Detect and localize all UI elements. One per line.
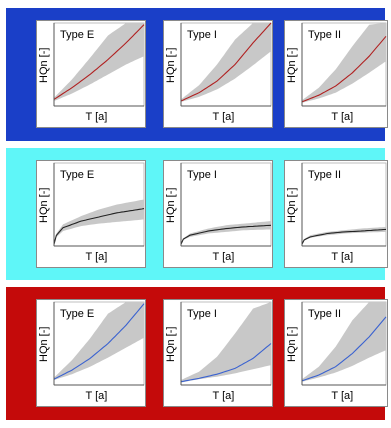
- panel-plot: [301, 162, 387, 247]
- y-axis-label: HQn [-]: [38, 187, 50, 223]
- figure-band-2: Type E HQn [-] T [a] Type I HQn [-] T [a] Type…: [6, 148, 388, 280]
- chart-panel: Type I HQn [-] T [a]: [163, 299, 273, 407]
- panel-title: Type II: [308, 169, 342, 181]
- series-line: [53, 303, 145, 380]
- y-axis-label: HQn [-]: [286, 326, 298, 362]
- uncertainty-band: [181, 23, 271, 102]
- chart-panel: Type I HQn [-] T [a]: [163, 160, 273, 268]
- chart-panel: Type I HQn [-] T [a]: [163, 20, 273, 128]
- x-axis-label: T [a]: [331, 390, 354, 402]
- x-axis-label: T [a]: [212, 111, 235, 123]
- series-line: [301, 35, 387, 103]
- y-axis-label: HQn [-]: [286, 47, 298, 83]
- uncertainty-band: [302, 23, 386, 103]
- series-line: [180, 22, 272, 102]
- x-axis-label: T [a]: [331, 111, 354, 123]
- x-axis-label: T [a]: [85, 390, 108, 402]
- chart-panel: Type II HQn [-] T [a]: [284, 160, 388, 268]
- x-axis-label: T [a]: [85, 251, 108, 263]
- panel-plot: [180, 301, 272, 386]
- uncertainty-band: [54, 199, 144, 245]
- figure-band-3: Type E HQn [-] T [a] Type I HQn [-] T [a] Type…: [6, 287, 388, 420]
- panel-title: Type II: [308, 29, 342, 41]
- y-axis-label: HQn [-]: [165, 187, 177, 223]
- y-axis-label: HQn [-]: [286, 187, 298, 223]
- figure-band-1: Type E HQn [-] T [a] Type I HQn [-] T [a] Type…: [6, 8, 388, 141]
- chart-panel: Type E HQn [-] T [a]: [36, 20, 146, 128]
- y-axis-label: HQn [-]: [165, 326, 177, 362]
- uncertainty-band: [181, 302, 271, 383]
- series-line: [180, 343, 272, 383]
- panel-plot: [53, 301, 145, 386]
- uncertainty-band: [302, 302, 386, 382]
- series-line: [53, 24, 145, 100]
- y-axis-label: HQn [-]: [165, 47, 177, 83]
- series-line: [53, 208, 145, 245]
- chart-panel: Type E HQn [-] T [a]: [36, 160, 146, 268]
- panel-title: Type E: [60, 308, 95, 320]
- panel-plot: [180, 22, 272, 107]
- series-line: [180, 224, 272, 245]
- panel-title: Type I: [187, 308, 217, 320]
- panel-plot: [180, 162, 272, 247]
- panel-plot: [53, 162, 145, 247]
- uncertainty-band: [54, 23, 144, 101]
- y-axis-label: HQn [-]: [38, 47, 50, 83]
- chart-panel: Type E HQn [-] T [a]: [36, 299, 146, 407]
- panel-plot: [53, 22, 145, 107]
- panel-title: Type E: [60, 169, 95, 181]
- panel-plot: [301, 301, 387, 386]
- x-axis-label: T [a]: [212, 390, 235, 402]
- chart-panel: Type II HQn [-] T [a]: [284, 20, 388, 128]
- uncertainty-band: [54, 302, 144, 380]
- x-axis-label: T [a]: [85, 111, 108, 123]
- series-line: [301, 316, 387, 382]
- panel-title: Type II: [308, 308, 342, 320]
- series-line: [301, 228, 387, 245]
- panel-title: Type E: [60, 29, 95, 41]
- panel-title: Type I: [187, 169, 217, 181]
- chart-panel: Type II HQn [-] T [a]: [284, 299, 388, 407]
- y-axis-label: HQn [-]: [38, 326, 50, 362]
- panel-plot: [301, 22, 387, 107]
- panel-title: Type I: [187, 29, 217, 41]
- x-axis-label: T [a]: [331, 251, 354, 263]
- x-axis-label: T [a]: [212, 251, 235, 263]
